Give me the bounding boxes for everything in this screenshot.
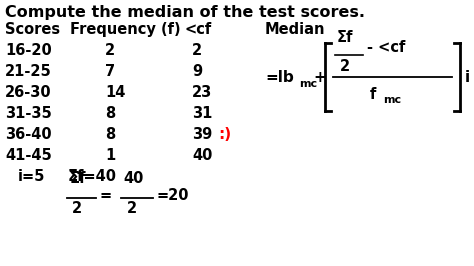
Text: 1: 1 bbox=[105, 148, 115, 163]
Text: 31: 31 bbox=[192, 106, 212, 121]
Text: =20: =20 bbox=[157, 189, 190, 203]
Text: i=5: i=5 bbox=[18, 169, 46, 184]
Text: Σf: Σf bbox=[70, 171, 86, 186]
Text: 9: 9 bbox=[192, 64, 202, 79]
Text: 39: 39 bbox=[192, 127, 212, 142]
Text: 40: 40 bbox=[123, 171, 143, 186]
Text: mc: mc bbox=[383, 95, 401, 105]
Text: 16-20: 16-20 bbox=[5, 43, 52, 58]
Text: 8: 8 bbox=[105, 106, 115, 121]
Text: Σf=40: Σf=40 bbox=[68, 169, 117, 184]
Text: Frequency (f): Frequency (f) bbox=[70, 22, 181, 37]
Text: 36-40: 36-40 bbox=[5, 127, 52, 142]
Text: 41-45: 41-45 bbox=[5, 148, 52, 163]
Text: =: = bbox=[100, 189, 112, 203]
Text: 2: 2 bbox=[340, 59, 350, 74]
Text: 2: 2 bbox=[192, 43, 202, 58]
Text: 2: 2 bbox=[127, 201, 137, 216]
Text: mc: mc bbox=[299, 79, 317, 89]
Text: 31-35: 31-35 bbox=[5, 106, 52, 121]
Text: =lb: =lb bbox=[265, 69, 294, 85]
Text: 7: 7 bbox=[105, 64, 115, 79]
Text: 2: 2 bbox=[105, 43, 115, 58]
Text: - <cf: - <cf bbox=[367, 40, 405, 56]
Text: :): :) bbox=[218, 127, 231, 142]
Text: <cf: <cf bbox=[185, 22, 212, 37]
Text: 8: 8 bbox=[105, 127, 115, 142]
Text: Σf: Σf bbox=[337, 30, 354, 45]
Text: Median: Median bbox=[265, 22, 326, 37]
Text: 14: 14 bbox=[105, 85, 126, 100]
Text: 26-30: 26-30 bbox=[5, 85, 52, 100]
Text: f: f bbox=[370, 87, 376, 102]
Text: 21-25: 21-25 bbox=[5, 64, 52, 79]
Text: i: i bbox=[465, 69, 470, 85]
Text: Scores: Scores bbox=[5, 22, 60, 37]
Text: 40: 40 bbox=[192, 148, 212, 163]
Text: 23: 23 bbox=[192, 85, 212, 100]
Text: Compute the median of the test scores.: Compute the median of the test scores. bbox=[5, 5, 365, 20]
Text: +: + bbox=[313, 69, 326, 85]
Text: 2: 2 bbox=[72, 201, 82, 216]
